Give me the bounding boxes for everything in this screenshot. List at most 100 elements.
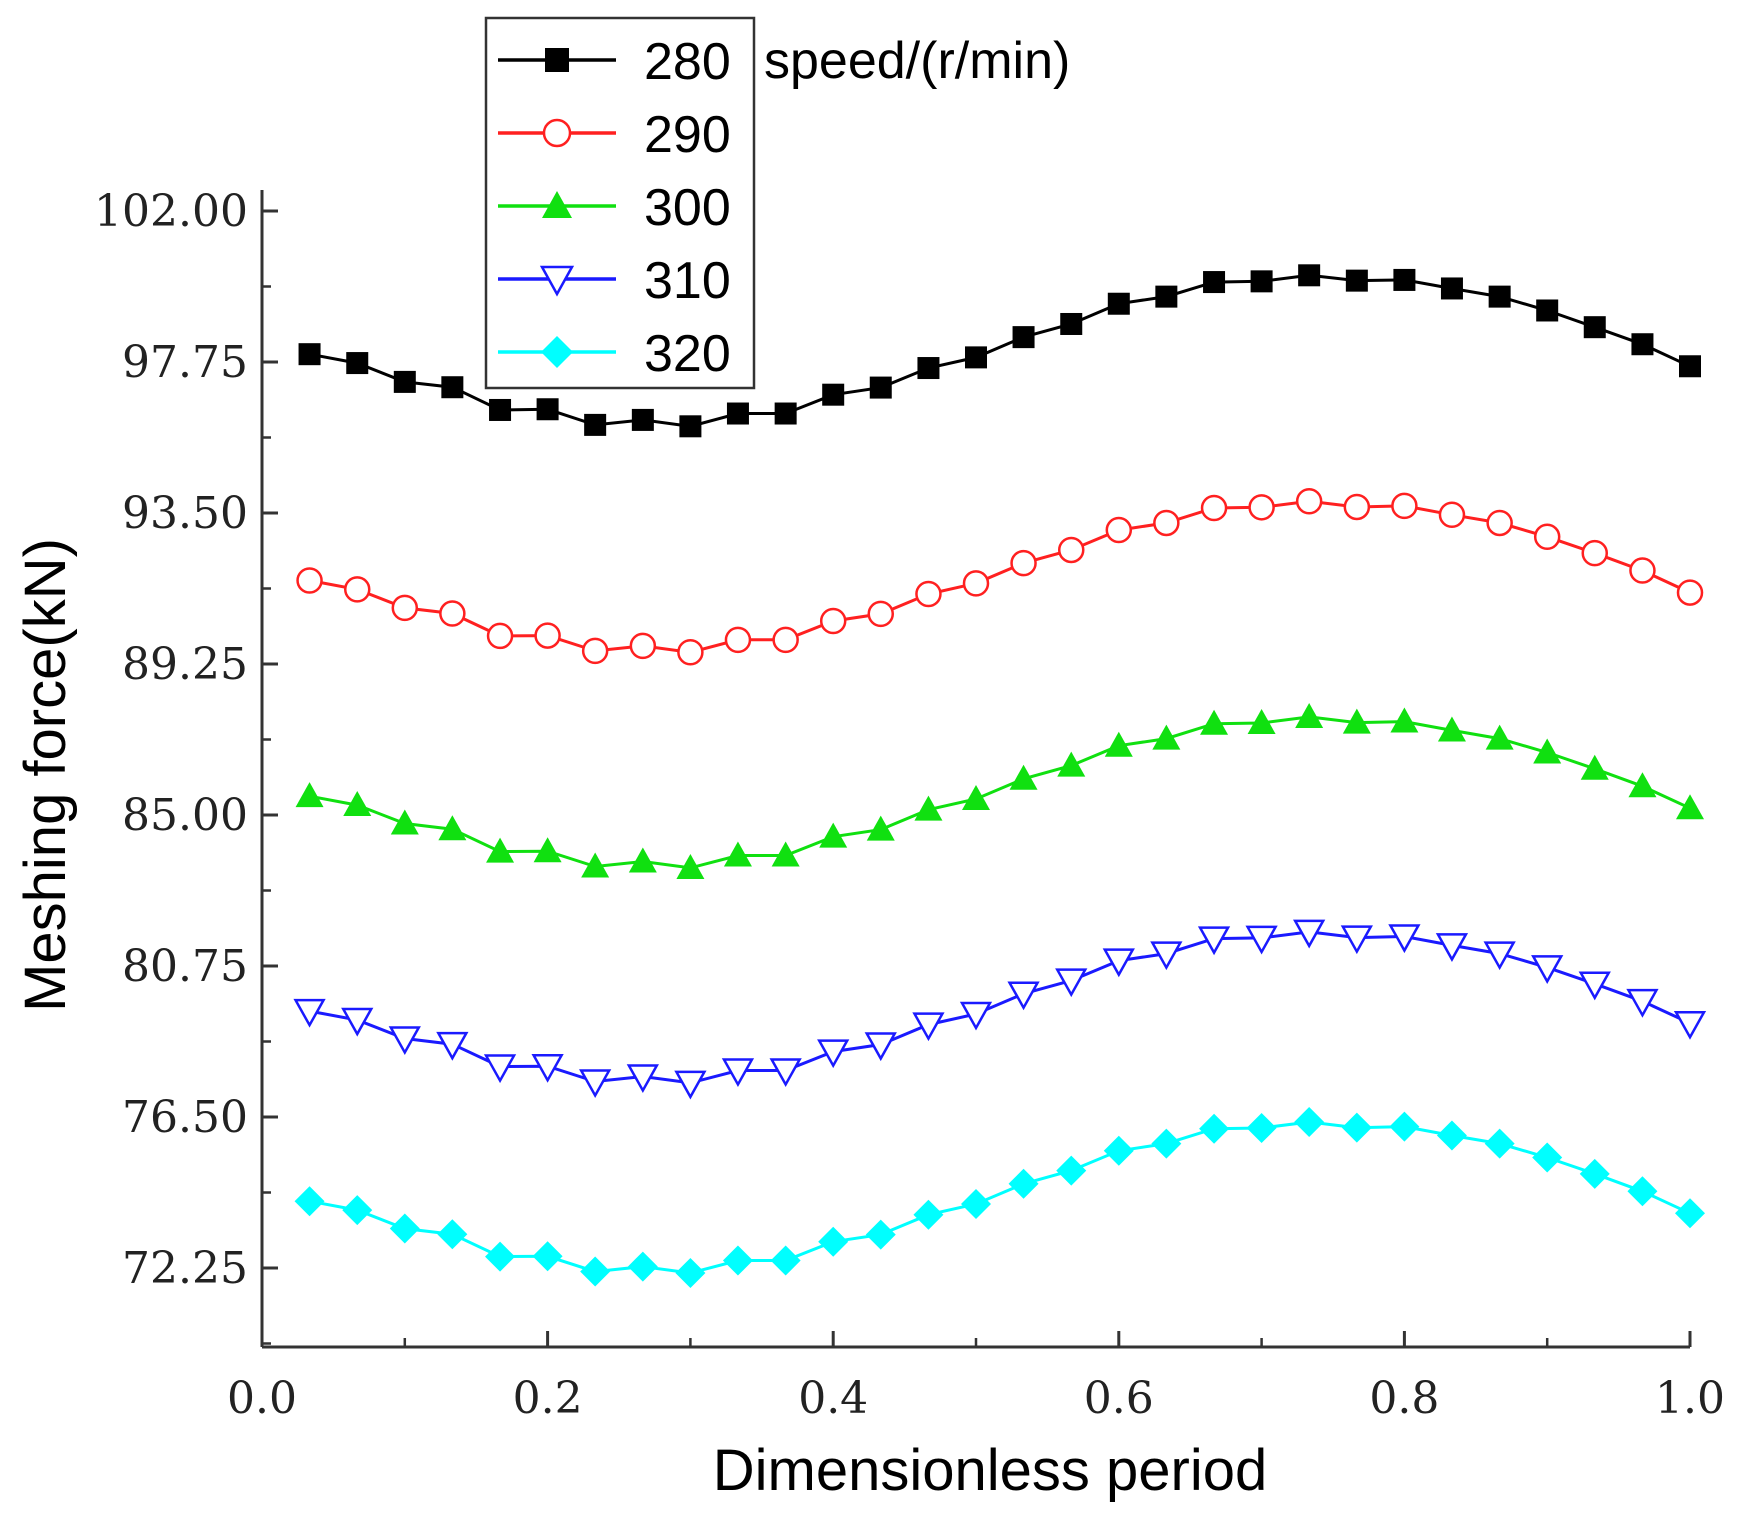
series-320	[294, 1106, 1705, 1288]
data-point-300	[1057, 751, 1086, 777]
data-point-320	[913, 1199, 944, 1230]
data-point-310	[388, 1026, 421, 1056]
data-point-290	[1248, 494, 1275, 521]
series-290	[296, 488, 1704, 666]
data-point-310	[864, 1032, 897, 1062]
data-point-280	[965, 346, 987, 369]
data-point-320	[532, 1241, 563, 1272]
data-point-320	[770, 1245, 801, 1276]
x-tick-label: 1.0	[1655, 1373, 1725, 1424]
data-point-320	[1627, 1176, 1658, 1207]
data-point-280	[1488, 285, 1511, 308]
data-point-280	[1155, 285, 1178, 308]
data-point-300	[295, 782, 324, 808]
data-point-290	[629, 632, 657, 660]
y-tick-label: 85.00	[122, 790, 248, 841]
data-point-280	[441, 376, 464, 399]
data-point-320	[722, 1245, 753, 1276]
data-point-310	[293, 998, 326, 1028]
data-point-310	[1626, 988, 1659, 1018]
data-point-280	[1250, 270, 1273, 293]
data-point-290	[534, 622, 561, 649]
data-point-300	[1580, 754, 1609, 780]
data-point-290	[1581, 539, 1609, 567]
legend-label-320: 320	[644, 325, 731, 383]
data-point-300	[486, 837, 515, 863]
data-point-310	[1578, 971, 1611, 1001]
data-point-300	[771, 841, 800, 867]
y-tick-label: 89.25	[122, 639, 248, 690]
data-point-310	[1435, 933, 1469, 962]
data-point-280	[726, 402, 749, 425]
legend-label-300: 300	[644, 179, 731, 237]
data-point-290	[486, 622, 514, 650]
data-point-320	[675, 1257, 706, 1288]
data-point-300	[676, 853, 705, 879]
data-point-280	[393, 370, 416, 393]
data-point-300	[438, 815, 467, 841]
axes: 72.25 76.50 80.75 85.00 89.25 93.50 97.75 102.0…	[94, 186, 1725, 1424]
legend-marker-290	[542, 118, 572, 148]
data-point-280	[346, 352, 369, 375]
data-point-310	[1673, 1010, 1707, 1040]
x-tick-label: 0.0	[227, 1373, 297, 1424]
data-point-280	[536, 398, 559, 421]
data-point-310	[959, 1001, 993, 1031]
data-point-290	[1629, 557, 1656, 584]
data-point-320	[818, 1226, 849, 1257]
data-point-280	[584, 413, 607, 436]
data-point-300	[1247, 708, 1276, 734]
data-point-310	[531, 1053, 564, 1083]
data-point-320	[342, 1195, 373, 1226]
x-axis-title: Dimensionless period	[713, 1438, 1267, 1503]
data-point-320	[294, 1186, 325, 1217]
series-line-320	[309, 1120, 1691, 1275]
data-point-300	[1295, 702, 1324, 728]
data-point-290	[1533, 523, 1561, 551]
data-point-320	[1436, 1120, 1467, 1151]
data-point-280	[774, 402, 797, 425]
data-point-290	[1486, 509, 1513, 537]
data-point-280	[1012, 326, 1035, 349]
legend-label-290: 290	[644, 106, 731, 164]
data-point-290	[1295, 488, 1323, 515]
data-point-290	[915, 580, 942, 608]
data-point-320	[1008, 1168, 1039, 1199]
legend-marker-300	[542, 191, 572, 218]
data-point-280	[1298, 264, 1321, 287]
data-point-280	[679, 415, 702, 438]
data-point-290	[677, 639, 704, 666]
data-point-300	[1533, 738, 1562, 764]
data-point-310	[1388, 924, 1421, 954]
data-point-310	[1340, 925, 1373, 955]
legend-marker-310	[539, 265, 575, 297]
data-point-290	[1676, 579, 1704, 606]
data-point-290	[439, 600, 466, 627]
data-point-300	[1104, 731, 1133, 757]
data-point-300	[1437, 716, 1466, 742]
data-point-280	[1536, 299, 1559, 322]
data-point-280	[869, 376, 892, 399]
y-tick-label: 80.75	[122, 941, 248, 992]
data-point-300	[1009, 764, 1038, 790]
data-point-320	[1341, 1112, 1372, 1143]
data-point-290	[724, 626, 752, 654]
data-point-310	[721, 1058, 755, 1088]
data-point-310	[1483, 941, 1516, 971]
data-point-320	[1675, 1198, 1705, 1229]
data-point-300	[1485, 724, 1514, 750]
data-point-300	[819, 822, 848, 848]
y-tick-label: 76.50	[122, 1092, 248, 1143]
data-point-310	[1197, 926, 1231, 956]
data-point-280	[1583, 316, 1606, 339]
data-point-290	[391, 594, 419, 622]
data-point-280	[1440, 277, 1463, 300]
data-point-280	[1203, 271, 1226, 294]
data-point-320	[1389, 1111, 1420, 1142]
data-point-310	[1055, 968, 1088, 998]
legend-title: speed/(r/min)	[764, 32, 1070, 90]
legend-marker-320	[541, 336, 573, 368]
data-point-280	[1345, 269, 1368, 292]
series-line-300	[309, 715, 1691, 870]
